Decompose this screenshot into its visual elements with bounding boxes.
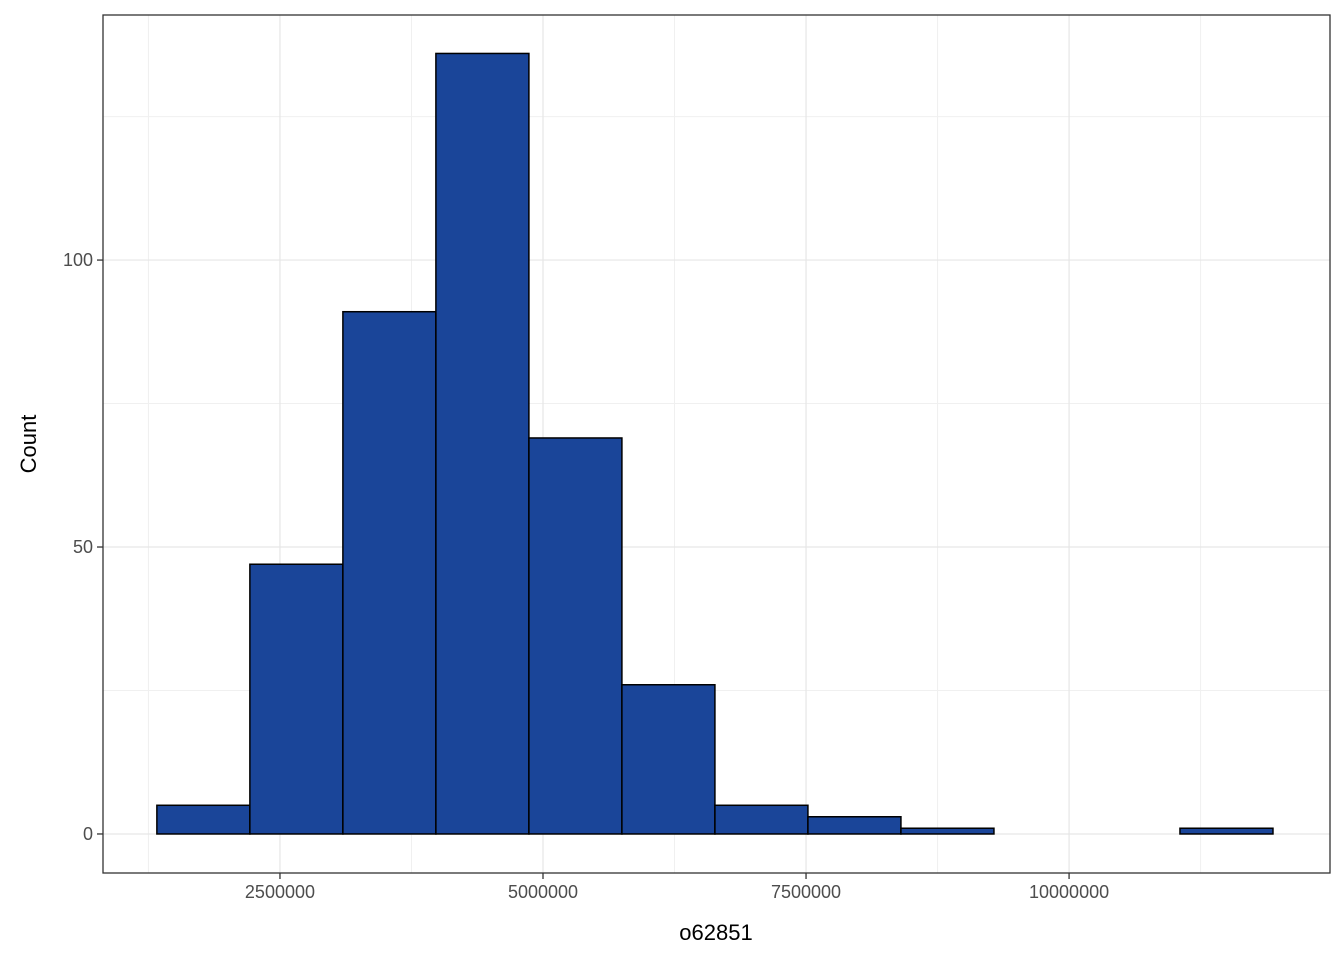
y-tick-label: 0 [83,824,93,844]
y-tick-label: 100 [63,250,93,270]
bar [1179,827,1274,835]
bar [435,52,530,835]
bar [249,563,344,835]
x-tick-label: 2500000 [245,882,315,902]
bar [156,804,251,835]
bar [714,804,809,835]
bar [807,816,902,835]
y-axis-title: Count [16,415,41,474]
panel-border [102,14,1331,874]
y-tick-label: 50 [73,537,93,557]
bar [900,827,995,835]
x-tick-label: 10000000 [1029,882,1109,902]
bar [528,437,623,835]
x-tick-label: 7500000 [771,882,841,902]
x-tick-label: 5000000 [508,882,578,902]
x-axis-title: o62851 [679,920,752,945]
bar [342,310,437,835]
bar [621,684,716,835]
